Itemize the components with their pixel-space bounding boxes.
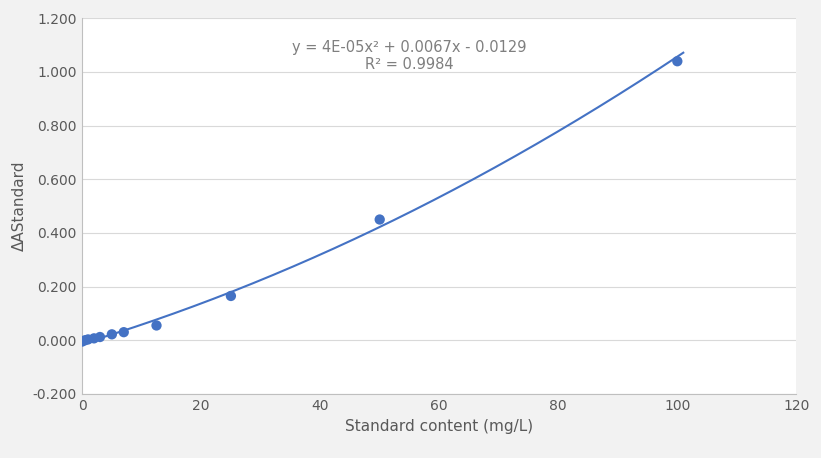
Point (76, 338, 89, 345)
Text: y = 4E-05x² + 0.0067x - 0.0129
R² = 0.9984: y = 4E-05x² + 0.0067x - 0.0129 R² = 0.99… (292, 40, 527, 72)
Point (81, 336, 94, 343)
Point (150, 322, 163, 329)
Point (94, 333, 107, 341)
Point (374, 216, 387, 223)
Y-axis label: ΔAStandard: ΔAStandard (11, 161, 27, 251)
Point (105, 331, 118, 338)
X-axis label: Standard content (mg/L): Standard content (mg/L) (345, 419, 534, 434)
Point (117, 328, 131, 336)
Point (79, 337, 92, 344)
Point (224, 292, 237, 300)
Point (671, 58, 684, 65)
Point (88, 335, 101, 342)
